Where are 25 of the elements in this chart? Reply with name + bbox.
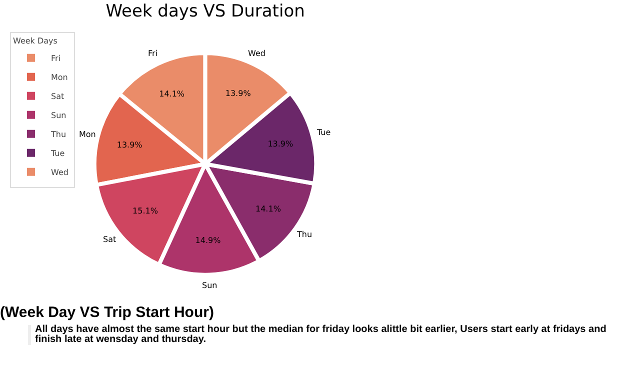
data-label: 15.1%: [132, 206, 158, 216]
slice-label: Thu: [296, 230, 312, 239]
legend-label: Mon: [51, 73, 68, 82]
chart-title: Week days VS Duration: [106, 1, 305, 22]
data-label: 13.9%: [225, 88, 252, 98]
legend-label: Sun: [51, 111, 66, 120]
legend-label: Wed: [51, 168, 68, 178]
slice-label: Sat: [103, 235, 116, 244]
slice-label: Sun: [202, 281, 218, 290]
slice-label: Mon: [79, 130, 96, 139]
data-label: 14.9%: [195, 236, 222, 245]
text: (Week Day VS Trip Start Hour): [0, 304, 215, 321]
slice-label: Fri: [148, 49, 158, 58]
slice-label: Wed: [248, 49, 266, 58]
legend-title: Week Days: [13, 36, 58, 46]
data-label: 13.9%: [116, 140, 143, 150]
legend-label: Thu: [50, 130, 66, 140]
legend-label: Fri: [51, 54, 61, 64]
data-label: 13.9%: [268, 140, 294, 149]
data-label: 14.1%: [159, 89, 185, 98]
slice-label: Tue: [316, 128, 331, 137]
data-label: 14.1%: [255, 204, 282, 214]
legend-label: Sat: [51, 92, 64, 102]
legend-label: Tue: [50, 149, 65, 158]
text: All days have almost the same start hour but the median for friday looks alittle bit earlier, Users start early at fridays and finish late at wensday and thursday.: [28, 324, 632, 345]
